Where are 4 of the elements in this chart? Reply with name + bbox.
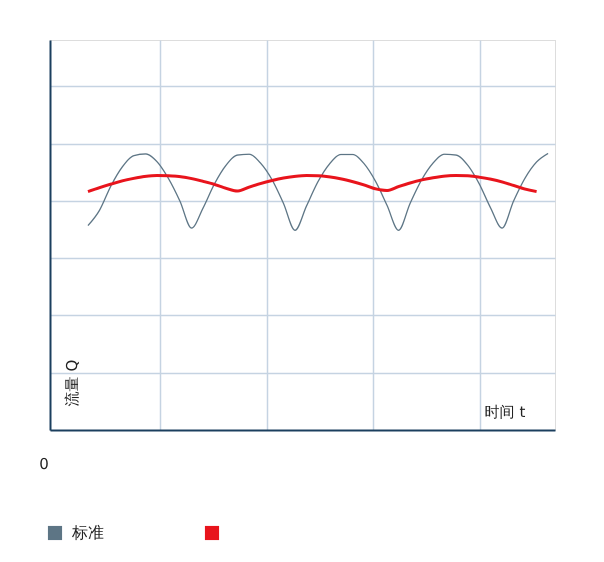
y-axis-title: 流量 Q — [63, 360, 81, 406]
x-axis-title: 时间 t — [484, 403, 526, 421]
text: 0 — [39, 455, 49, 473]
legend-label: 标准 — [71, 523, 104, 542]
